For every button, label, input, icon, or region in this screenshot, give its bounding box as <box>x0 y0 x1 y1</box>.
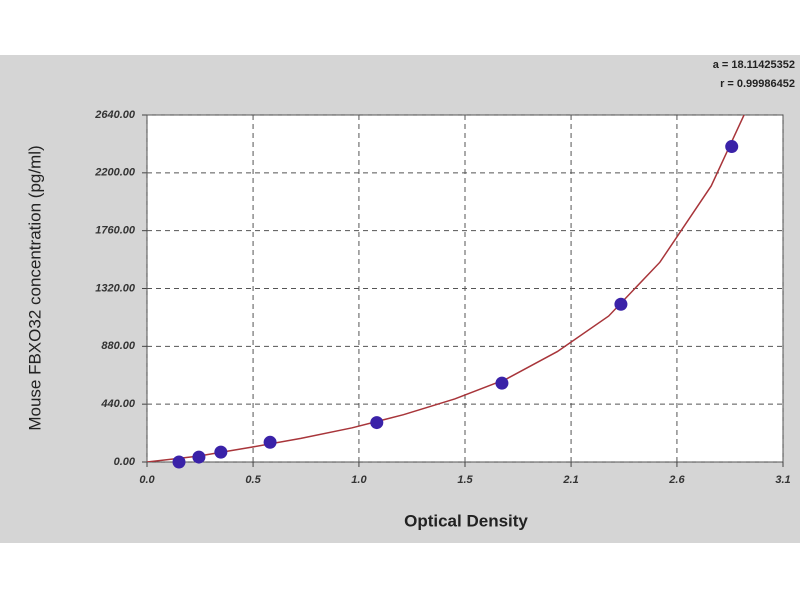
data-point <box>614 297 628 311</box>
y-tick-label: 2200.00 <box>94 167 136 179</box>
data-point <box>495 376 509 390</box>
y-tick-label: 1320.00 <box>95 282 136 294</box>
data-point <box>192 450 206 464</box>
fit-curve <box>147 115 745 462</box>
data-point <box>172 455 186 469</box>
x-tick-label: 2.6 <box>668 474 685 486</box>
x-tick-label: 0.0 <box>139 474 155 486</box>
x-tick-label: 3.1 <box>775 474 790 486</box>
data-point <box>214 445 228 459</box>
x-tick-label: 2.1 <box>562 474 578 486</box>
y-axis-title: Mouse FBXO32 concentration (pg/ml) <box>25 145 44 430</box>
x-axis-title: Optical Density <box>404 511 528 530</box>
y-tick-label: 1760.00 <box>95 225 136 237</box>
x-tick-label: 1.0 <box>351 474 367 486</box>
y-tick-label: 440.00 <box>100 398 136 410</box>
annotation: a = 18.11425352 <box>713 59 795 71</box>
x-tick-label: 1.5 <box>457 474 473 486</box>
y-tick-label: 2640.00 <box>94 109 136 121</box>
annotation: r = 0.99986452 <box>720 78 795 90</box>
y-tick-label: 0.00 <box>114 456 136 468</box>
y-tick-label: 880.00 <box>101 340 136 352</box>
data-point <box>263 435 277 449</box>
data-point <box>725 140 739 154</box>
data-point <box>370 416 384 430</box>
x-tick-label: 0.5 <box>245 474 261 486</box>
